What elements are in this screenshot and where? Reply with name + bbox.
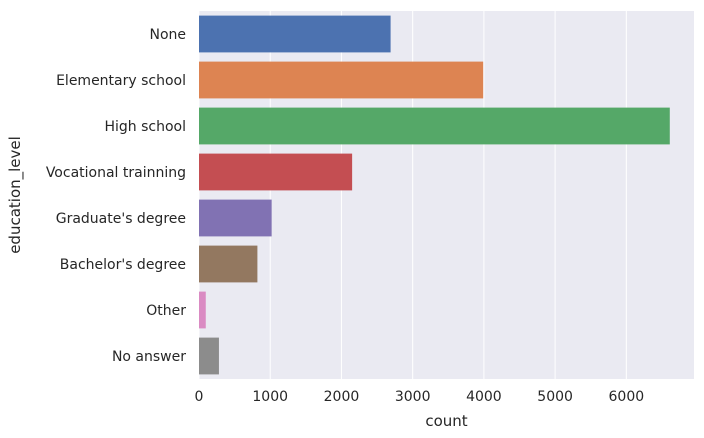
bar — [199, 291, 206, 329]
x-tick-label: 5000 — [537, 389, 573, 405]
x-tick-labels: 0 1000 2000 3000 4000 5000 6000 — [195, 389, 645, 405]
y-tick-label: Graduate's degree — [56, 211, 186, 227]
x-tick-label: 3000 — [395, 389, 431, 405]
y-tick-labels: None Elementary school High school Vocation… — [46, 27, 186, 365]
y-tick-label: Bachelor's degree — [60, 257, 186, 273]
y-tick-label: Other — [146, 303, 186, 319]
y-axis-label: education_level — [6, 136, 25, 254]
bar — [199, 245, 258, 283]
x-axis-label: count — [425, 412, 467, 430]
y-tick-label: None — [149, 27, 186, 43]
y-tick-label: No answer — [112, 349, 186, 365]
bar — [199, 337, 219, 375]
y-tick-label: High school — [104, 119, 186, 135]
bar — [199, 107, 670, 145]
x-tick-label: 4000 — [466, 389, 502, 405]
bar — [199, 153, 353, 191]
y-tick-label: Elementary school — [56, 73, 186, 89]
bars — [199, 15, 670, 375]
bar — [199, 15, 391, 53]
x-tick-label: 1000 — [252, 389, 288, 405]
bar — [199, 61, 484, 99]
x-tick-label: 6000 — [609, 389, 645, 405]
x-tick-label: 2000 — [324, 389, 360, 405]
bar — [199, 199, 272, 237]
y-tick-label: Vocational trainning — [46, 165, 186, 181]
x-tick-label: 0 — [195, 389, 204, 405]
